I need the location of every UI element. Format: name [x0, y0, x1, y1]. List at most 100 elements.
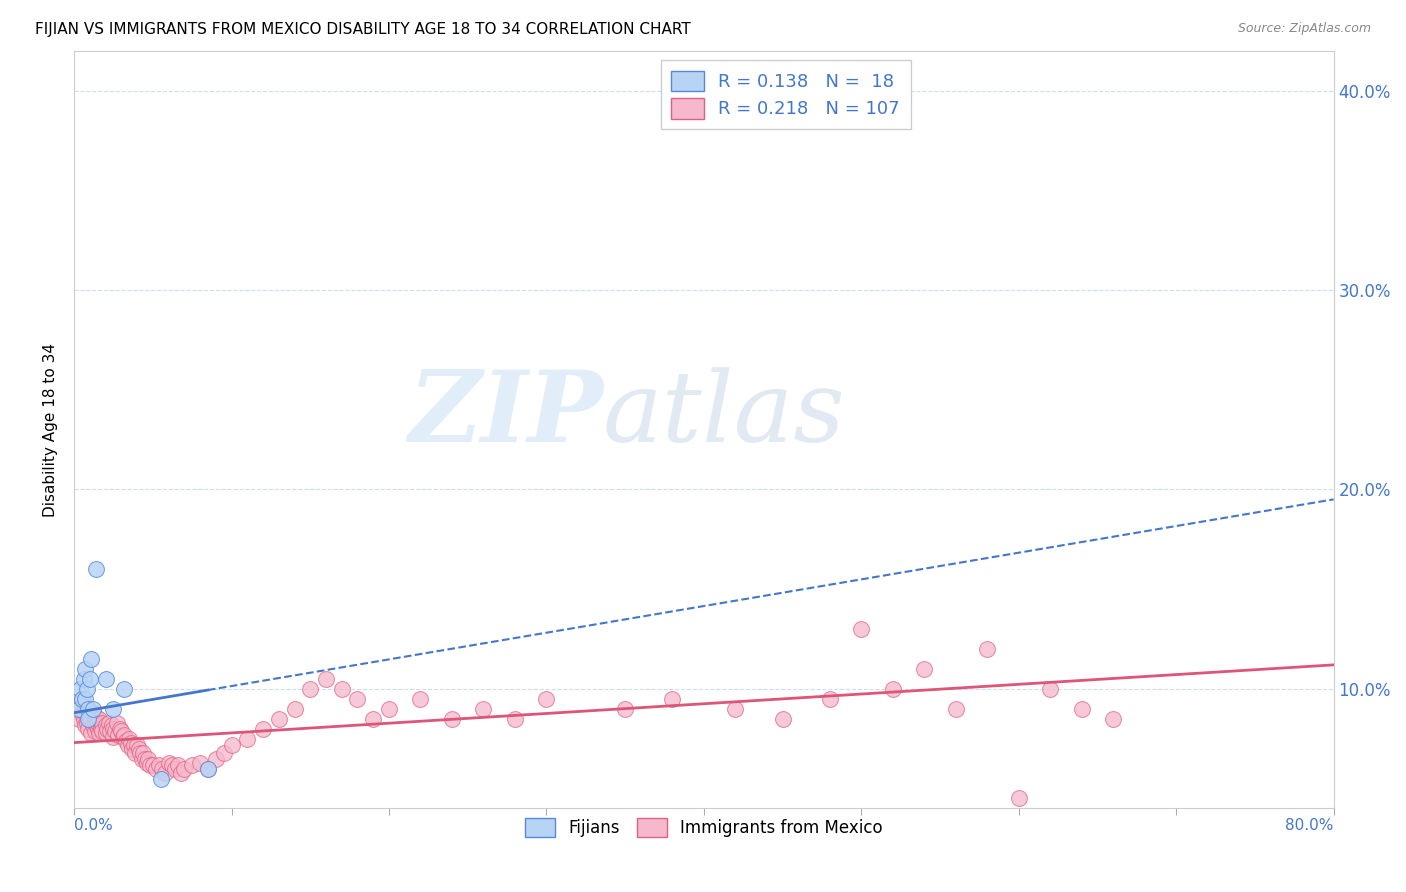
Point [614, 702, 637, 716]
Point [503, 712, 526, 726]
Point [122, 738, 145, 752]
Point [75, 717, 97, 731]
Point [70, 691, 93, 706]
Point [84, 709, 107, 723]
Text: Source: ZipAtlas.com: Source: ZipAtlas.com [1237, 22, 1371, 36]
Point [346, 691, 368, 706]
Point [76, 681, 98, 696]
Point [1102, 712, 1125, 726]
Point [157, 756, 180, 770]
Point [1070, 702, 1092, 716]
Point [409, 691, 432, 706]
Point [114, 681, 136, 696]
Point [125, 738, 148, 752]
Point [103, 702, 125, 716]
Point [69, 702, 91, 716]
Point [72, 712, 94, 726]
Point [96, 722, 118, 736]
Point [114, 728, 136, 742]
Point [80, 725, 103, 739]
Point [163, 762, 186, 776]
Point [75, 691, 97, 706]
Point [136, 751, 159, 765]
Point [912, 662, 935, 676]
Point [79, 712, 101, 726]
Point [204, 751, 226, 765]
Point [121, 741, 143, 756]
Point [212, 746, 235, 760]
Point [77, 722, 100, 736]
Y-axis label: Disability Age 18 to 34: Disability Age 18 to 34 [44, 343, 58, 516]
Point [70, 691, 93, 706]
Point [103, 722, 125, 736]
Point [76, 715, 98, 730]
Point [472, 702, 495, 716]
Point [361, 712, 384, 726]
Point [84, 717, 107, 731]
Point [118, 731, 141, 746]
Text: ZIP: ZIP [408, 366, 603, 463]
Point [83, 723, 105, 738]
Point [69, 681, 91, 696]
Point [90, 722, 112, 736]
Point [378, 702, 401, 716]
Point [72, 698, 94, 712]
Point [145, 762, 167, 776]
Point [851, 622, 873, 636]
Point [134, 751, 156, 765]
Point [82, 706, 104, 720]
Point [1008, 791, 1031, 805]
Point [82, 702, 104, 716]
Point [86, 722, 108, 736]
Point [107, 728, 129, 742]
Point [94, 717, 117, 731]
Point [661, 691, 683, 706]
Point [103, 730, 125, 744]
Point [173, 762, 195, 776]
Point [75, 706, 97, 720]
Point [536, 691, 558, 706]
Point [724, 702, 747, 716]
Point [138, 757, 160, 772]
Point [155, 765, 177, 780]
Point [440, 712, 463, 726]
Point [142, 757, 165, 772]
Point [882, 681, 904, 696]
Point [221, 738, 243, 752]
Point [283, 702, 305, 716]
Point [80, 652, 103, 666]
Point [105, 715, 128, 730]
Point [128, 741, 150, 756]
Point [98, 723, 121, 738]
Point [131, 751, 153, 765]
Point [1039, 681, 1062, 696]
Point [181, 757, 204, 772]
Point [110, 723, 132, 738]
Point [94, 672, 117, 686]
Point [111, 730, 134, 744]
Point [77, 712, 100, 726]
Point [132, 746, 155, 760]
Point [86, 715, 108, 730]
Point [330, 681, 353, 696]
Point [124, 746, 146, 760]
Point [84, 562, 107, 576]
Point [167, 757, 190, 772]
Point [188, 756, 211, 770]
Point [91, 723, 114, 738]
Legend: Fijians, Immigrants from Mexico: Fijians, Immigrants from Mexico [517, 810, 891, 846]
Point [101, 717, 124, 731]
Point [150, 762, 173, 776]
Point [976, 641, 998, 656]
Point [149, 772, 172, 786]
Point [67, 712, 90, 726]
Point [772, 712, 794, 726]
Point [67, 702, 90, 716]
Point [104, 723, 127, 738]
Point [197, 762, 219, 776]
Point [77, 707, 100, 722]
Point [117, 738, 139, 752]
Point [82, 717, 104, 731]
Point [148, 757, 170, 772]
Point [89, 725, 111, 739]
